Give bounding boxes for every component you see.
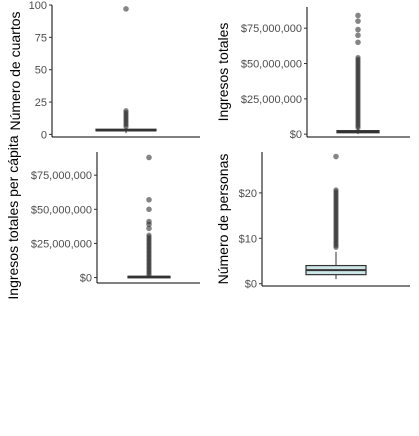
y-tick-label: $10 xyxy=(239,233,257,245)
outlier-point xyxy=(146,232,152,238)
y-axis-title: Número de personas xyxy=(215,154,231,285)
y-tick-label: 75 xyxy=(35,32,47,44)
panel-ingresos-totales: Ingresos totales $0 $25,000,000 $50,000,00… xyxy=(215,7,410,141)
y-tick-label: $50,000,000 xyxy=(31,204,92,216)
y-axis-title: Ingresos totales xyxy=(215,23,231,122)
outlier-point xyxy=(146,218,152,225)
y-axis-title: Número de cuartos xyxy=(7,11,23,130)
outlier-point xyxy=(123,6,129,12)
outlier-point xyxy=(355,18,361,24)
y-tick-label: $75,000,000 xyxy=(241,23,302,35)
outlier-point xyxy=(355,54,361,61)
y-tick-label: $75,000,000 xyxy=(31,170,92,182)
outlier-point xyxy=(146,196,152,203)
panel-numero-de-personas: Número de personas $0 $10 $20 xyxy=(215,152,410,291)
y-tick-label: $25,000,000 xyxy=(241,94,302,106)
y-tick-label: 50 xyxy=(35,65,47,77)
outlier-point xyxy=(333,187,339,193)
y-tick-label: $25,000,000 xyxy=(31,238,92,250)
y-tick-label: $0 xyxy=(80,273,92,285)
y-tick-label: $0 xyxy=(245,279,257,291)
outlier-point xyxy=(333,153,339,160)
outlier-point xyxy=(355,32,361,39)
y-tick-label: $0 xyxy=(290,129,302,141)
y-tick-label: $50,000,000 xyxy=(241,59,302,71)
y-tick-label: 0 xyxy=(41,129,47,141)
outlier-point xyxy=(355,26,361,33)
panel-numero-de-cuartos: Número de cuartos 0 25 50 75 100 xyxy=(7,0,200,141)
outlier-point xyxy=(146,225,152,232)
panel-ingresos-totales-per-capita: Ingresos totales per cápita $0 $25,000,00… xyxy=(5,135,200,300)
outlier-point xyxy=(355,39,361,46)
outlier-point xyxy=(146,154,152,161)
y-tick-label: 100 xyxy=(29,0,47,12)
outlier-point xyxy=(123,108,129,114)
y-tick-label: 25 xyxy=(35,97,47,109)
outlier-point xyxy=(355,12,361,19)
outlier-point xyxy=(146,206,152,213)
y-tick-label: $20 xyxy=(239,188,257,200)
y-axis-title: Ingresos totales per cápita xyxy=(5,135,21,299)
